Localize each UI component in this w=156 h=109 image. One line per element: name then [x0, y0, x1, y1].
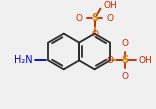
Text: O: O [106, 14, 113, 23]
Text: OH: OH [139, 56, 153, 65]
Text: O: O [122, 39, 129, 49]
Text: S: S [91, 13, 98, 23]
Text: O: O [106, 56, 113, 65]
Text: OH: OH [103, 1, 117, 10]
Text: O: O [91, 30, 98, 39]
Text: O: O [122, 72, 129, 81]
Text: H₂N: H₂N [14, 55, 32, 65]
Text: S: S [122, 55, 129, 65]
Text: O: O [76, 14, 83, 23]
